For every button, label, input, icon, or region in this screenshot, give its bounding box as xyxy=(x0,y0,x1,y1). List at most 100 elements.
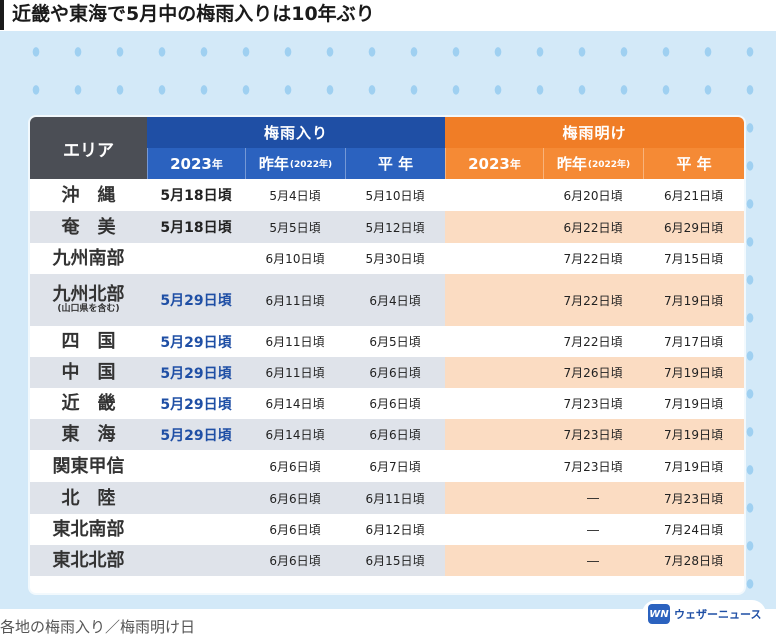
table-row: 東 海 5月29日頃 6月14日頃 6月6日頃 7月23日頃 7月19日頃 xyxy=(30,419,744,450)
table-row: 東北北部 6月6日頃 6月15日頃 ― 7月28日頃 xyxy=(30,545,744,576)
tsuyuiri-2023-cell: 5月29日頃 xyxy=(160,334,232,351)
tsuyuiri-2023-cell: 5月18日頃 xyxy=(147,211,245,243)
tsuyuiri-2023-cell: 5月18日頃 xyxy=(160,188,232,204)
tsuyuake-2023-cell xyxy=(445,419,543,450)
tsuyuake-2023-cell xyxy=(445,388,543,419)
tsuyuiri-prev-cell: 6月6日頃 xyxy=(269,459,321,474)
tsuyuiri-prev-cell: 6月6日頃 xyxy=(245,545,345,576)
tsuyuiri-2023-cell: 5月29日頃 xyxy=(147,419,245,450)
table-row: 関東甲信 6月6日頃 6月7日頃 7月23日頃 7月19日頃 xyxy=(30,450,744,482)
area-header: エリア xyxy=(30,117,147,179)
tsuyuiri-avg-cell: 5月10日頃 xyxy=(365,188,425,203)
weathernews-logo-text: ウェザーニュース xyxy=(674,608,762,621)
sub-header-iri-2023: 2023 年 xyxy=(147,148,245,179)
tsuyuiri-2023-cell xyxy=(147,514,245,545)
tsuyuiri-2023-cell xyxy=(147,482,245,514)
area-name: 東北北部 xyxy=(52,550,125,571)
table-row: 奄 美 5月18日頃 5月5日頃 5月12日頃 6月22日頃 6月29日頃 xyxy=(30,211,744,243)
tsuyuake-avg-cell: 7月19日頃 xyxy=(643,419,744,450)
area-name: 近 畿 xyxy=(61,393,116,414)
tsuyuake-prev-cell: 7月22日頃 xyxy=(563,335,623,349)
tsuyuake-prev-cell: 6月22日頃 xyxy=(543,211,643,243)
tsuyuiri-prev-cell: 6月14日頃 xyxy=(265,397,325,411)
tsuyuiri-avg-cell: 6月6日頃 xyxy=(369,397,421,411)
area-name: 北 陸 xyxy=(61,487,116,509)
tsuyuiri-2023-cell: 5月29日頃 xyxy=(147,274,245,326)
tsuyuake-prev-cell: 7月26日頃 xyxy=(543,357,643,388)
tsuyuake-2023-cell xyxy=(445,545,543,576)
area-name: 東 海 xyxy=(61,424,116,445)
sub-header-iri-avg: 平 年 xyxy=(345,148,445,179)
area-name: 東北南部 xyxy=(52,519,125,540)
area-name: 四 国 xyxy=(61,331,116,352)
tsuyuiri-avg-cell: 6月6日頃 xyxy=(345,357,445,388)
tsuyuiri-prev-cell: 6月11日頃 xyxy=(245,357,345,388)
area-note: (山口県を含む) xyxy=(57,304,120,314)
tsuyuake-avg-cell: 7月24日頃 xyxy=(664,523,723,537)
tsuyuake-avg-cell: 6月29日頃 xyxy=(643,211,744,243)
poster-background: エリア 梅雨入り 梅雨明け 2023 年 昨年 (2022年) 平 年 2023 年 … xyxy=(0,31,776,628)
headline: 近畿や東海で5月中の梅雨入りは10年ぶり xyxy=(0,0,781,30)
table-row: 九州南部 6月10日頃 5月30日頃 7月22日頃 7月15日頃 xyxy=(30,243,744,274)
area-cell: 東 海 xyxy=(30,419,147,450)
tsuyuiri-prev-cell: 6月11日頃 xyxy=(265,335,325,349)
tsuyuiri-prev-cell: 6月6日頃 xyxy=(269,523,321,537)
tsuyuiri-2023-cell xyxy=(147,450,245,482)
tsuyuiri-header: 梅雨入り xyxy=(147,117,445,148)
table-row: 北 陸 6月6日頃 6月11日頃 ― 7月23日頃 xyxy=(30,482,744,514)
area-name: 奄 美 xyxy=(61,216,116,238)
tsuyuiri-avg-cell: 6月6日頃 xyxy=(345,419,445,450)
weathernews-logo: WN ウェザーニュース xyxy=(642,600,766,628)
area-name: 九州北部 xyxy=(52,284,125,305)
tsuyuake-prev-cell: 7月22日頃 xyxy=(543,274,643,326)
tsuyuake-avg-cell: 6月21日頃 xyxy=(664,188,723,203)
area-name: 沖 縄 xyxy=(61,184,116,206)
tsuyuake-prev-cell: ― xyxy=(543,545,643,576)
tsuyuiri-avg-cell: 6月7日頃 xyxy=(369,459,421,474)
tsuyuake-2023-cell xyxy=(445,514,543,545)
area-cell: 九州北部 (山口県を含む) xyxy=(30,274,147,326)
sub-header-iri-prev: 昨年 (2022年) xyxy=(245,148,345,179)
tsuyuiri-prev-cell: 5月4日頃 xyxy=(269,188,321,203)
tsuyuiri-avg-cell: 6月11日頃 xyxy=(345,482,445,514)
tsuyuiri-avg-cell: 6月5日頃 xyxy=(369,335,421,349)
tsuyuake-avg-cell: 7月19日頃 xyxy=(664,397,723,411)
area-cell: 沖 縄 xyxy=(30,179,147,211)
tsuyuiri-2023-cell: 5月29日頃 xyxy=(160,396,232,413)
area-name: 関東甲信 xyxy=(52,455,125,477)
tsuyuake-avg-cell: 7月17日頃 xyxy=(664,335,723,349)
tsuyuiri-prev-cell: 6月6日頃 xyxy=(245,482,345,514)
image-caption: 各地の梅雨入り／梅雨明け日 xyxy=(0,618,196,636)
tsuyuiri-avg-cell: 5月12日頃 xyxy=(345,211,445,243)
area-cell: 九州南部 xyxy=(30,243,147,274)
tsuyuake-2023-cell xyxy=(445,450,543,482)
tsuyuake-2023-cell xyxy=(445,357,543,388)
tsuyuiri-2023-cell: 5月29日頃 xyxy=(147,357,245,388)
tsuyuake-avg-cell: 7月19日頃 xyxy=(664,459,723,474)
weathernews-logo-icon: WN xyxy=(648,604,670,624)
tsuyuake-2023-cell xyxy=(445,326,543,357)
tsuyuake-prev-cell: 7月23日頃 xyxy=(563,459,623,474)
sub-header-ake-avg: 平 年 xyxy=(643,148,744,179)
tsuyuake-prev-cell: 6月20日頃 xyxy=(563,188,623,203)
table-row: 中 国 5月29日頃 6月11日頃 6月6日頃 7月26日頃 7月19日頃 xyxy=(30,357,744,388)
sub-header-ake-prev: 昨年 (2022年) xyxy=(543,148,643,179)
tsuyuiri-prev-cell: 5月5日頃 xyxy=(245,211,345,243)
tsuyuake-header: 梅雨明け xyxy=(445,117,744,148)
table-row: 沖 縄 5月18日頃 5月4日頃 5月10日頃 6月20日頃 6月21日頃 xyxy=(30,179,744,211)
tsuyuake-avg-cell: 7月19日頃 xyxy=(643,274,744,326)
area-cell: 近 畿 xyxy=(30,388,147,419)
area-cell: 北 陸 xyxy=(30,482,147,514)
tsuyuake-2023-cell xyxy=(445,482,543,514)
tsuyuake-avg-cell: 7月23日頃 xyxy=(643,482,744,514)
tsuyuake-avg-cell: 7月19日頃 xyxy=(643,357,744,388)
tsuyuiri-2023-cell xyxy=(147,545,245,576)
table-row: 九州北部 (山口県を含む) 5月29日頃 6月11日頃 6月4日頃 7月22日頃 7月19日… xyxy=(30,274,744,326)
area-cell: 東北南部 xyxy=(30,514,147,545)
table-row: 近 畿 5月29日頃 6月14日頃 6月6日頃 7月23日頃 7月19日頃 xyxy=(30,388,744,419)
area-cell: 東北北部 xyxy=(30,545,147,576)
tsuyuiri-prev-cell: 6月14日頃 xyxy=(245,419,345,450)
tsuyuiri-2023-cell xyxy=(147,243,245,274)
tsuyuiri-prev-cell: 6月11日頃 xyxy=(245,274,345,326)
tsuyuake-prev-cell: 7月23日頃 xyxy=(563,397,623,411)
